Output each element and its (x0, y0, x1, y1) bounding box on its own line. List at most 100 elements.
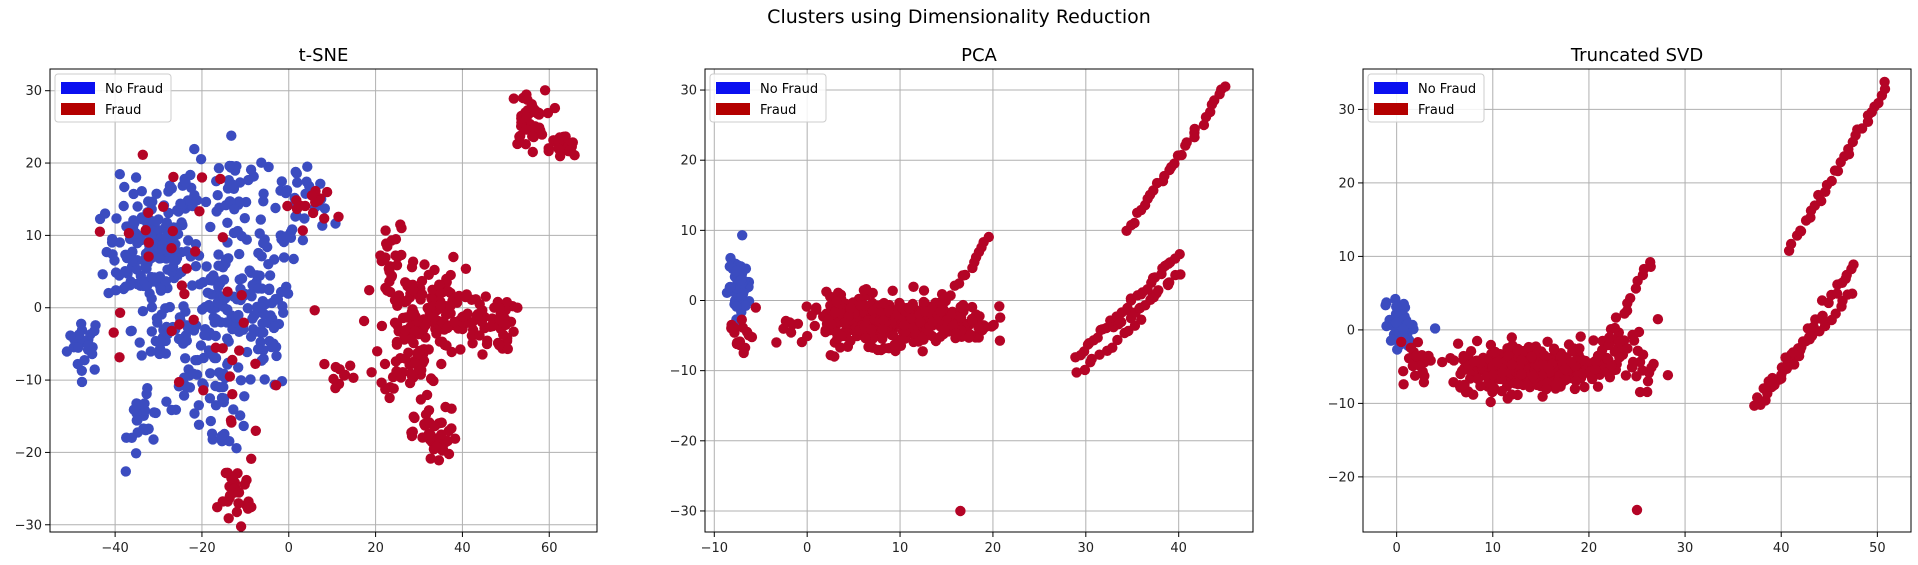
no-fraud-point (281, 231, 292, 242)
legend-swatch-fraud (716, 103, 750, 115)
no-fraud-point (150, 216, 162, 227)
fraud-point (1848, 259, 1859, 270)
no-fraud-point (234, 177, 246, 188)
no-fraud-point (278, 252, 290, 263)
fraud-point (250, 358, 261, 369)
no-fraud-point (151, 188, 162, 199)
fraud-point (270, 380, 282, 391)
no-fraud-point (731, 301, 742, 312)
fraud-point (384, 392, 395, 404)
fraud-point (746, 331, 758, 343)
fraud-point (809, 320, 820, 332)
no-fraud-point (170, 404, 182, 415)
x-tick-label: 10 (1485, 541, 1502, 556)
fraud-point (801, 301, 812, 312)
fraud-point (231, 506, 243, 518)
no-fraud-point (212, 190, 223, 201)
no-fraud-point (199, 329, 210, 341)
fraud-point (250, 425, 261, 436)
no-fraud-point (178, 337, 190, 348)
fraud-point (220, 467, 231, 479)
fraud-point (1590, 364, 1601, 375)
fraud-point (1752, 392, 1763, 403)
no-fraud-point (280, 187, 291, 199)
fraud-point (1795, 225, 1806, 236)
fraud-point (845, 302, 856, 314)
fraud-point (1610, 312, 1622, 323)
no-fraud-point (189, 143, 200, 155)
fraud-point (194, 206, 205, 217)
no-fraud-point (256, 157, 267, 168)
fraud-point (1153, 285, 1164, 296)
fraud-point (143, 251, 154, 262)
fraud-point (108, 327, 119, 338)
fraud-point (396, 222, 407, 234)
fraud-point (889, 339, 900, 350)
x-tick-label: 40 (454, 541, 471, 556)
no-fraud-point (282, 288, 294, 299)
truncated-svd-frame (1362, 68, 1912, 533)
no-fraud-point (83, 340, 94, 351)
truncated-svd-points (1380, 76, 1891, 516)
fraud-point (1620, 370, 1632, 381)
fraud-point (1512, 379, 1524, 390)
fraud-point (426, 374, 437, 385)
fraud-point (567, 137, 578, 148)
no-fraud-point (94, 213, 106, 225)
no-fraud-point (725, 252, 736, 264)
fraud-point (1574, 343, 1585, 354)
fraud-point (983, 231, 994, 243)
fraud-point (1506, 359, 1518, 370)
y-tick-label: 20 (680, 154, 697, 169)
tsne-axes: −40 −20 0 20 40 60 −30 −20 −10 0 10 20 30 t-SNE No Fra… (15, 45, 598, 556)
fraud-point (348, 372, 359, 383)
no-fraud-point (146, 326, 157, 337)
legend-label-fraud: Fraud (760, 103, 796, 118)
fraud-point (431, 441, 442, 452)
fraud-point (500, 319, 511, 331)
fraud-point (330, 361, 341, 373)
no-fraud-point (245, 331, 257, 342)
fraud-point (391, 366, 402, 377)
pca-axes: −10 0 10 20 30 40 −30 −20 −10 0 10 20 30 PCA No Fraud F… (670, 45, 1254, 556)
fraud-point (1198, 119, 1210, 131)
fraud-point (235, 521, 247, 532)
no-fraud-point (301, 176, 312, 187)
fraud-point (321, 186, 333, 198)
no-fraud-point (234, 274, 245, 285)
no-fraud-point (299, 213, 310, 224)
y-tick-label: 30 (1338, 103, 1355, 118)
fraud-point (878, 297, 890, 309)
fraud-point (405, 334, 416, 345)
y-tick-label: 30 (680, 84, 697, 99)
fraud-point (1789, 359, 1800, 370)
fraud-point (390, 356, 402, 367)
fraud-point (522, 94, 533, 106)
no-fraud-point (222, 217, 233, 228)
y-tick-label: 10 (25, 229, 42, 244)
no-fraud-point (161, 396, 172, 407)
fraud-point (1642, 386, 1653, 398)
tsne-legend: No Fraud Fraud (54, 73, 172, 123)
no-fraud-point (200, 301, 211, 313)
fraud-point (878, 315, 889, 326)
fraud-point (460, 263, 472, 274)
no-fraud-point (251, 270, 263, 281)
fraud-point (412, 348, 423, 359)
fraud-point (1541, 383, 1552, 395)
fraud-point (423, 269, 434, 280)
no-fraud-point (256, 251, 267, 262)
fraud-point (400, 325, 411, 336)
fraud-point (380, 225, 391, 236)
no-fraud-point (204, 393, 216, 404)
x-tick-label: 30 (1677, 541, 1694, 556)
fraud-point (417, 289, 428, 300)
no-fraud-point (276, 176, 287, 187)
fraud-point (1470, 355, 1481, 367)
y-tick-label: −30 (670, 504, 697, 519)
pca-points (721, 81, 1231, 517)
fraud-point (512, 302, 523, 313)
no-fraud-point (141, 280, 153, 291)
fraud-point (1614, 336, 1626, 347)
no-fraud-point (269, 341, 280, 352)
